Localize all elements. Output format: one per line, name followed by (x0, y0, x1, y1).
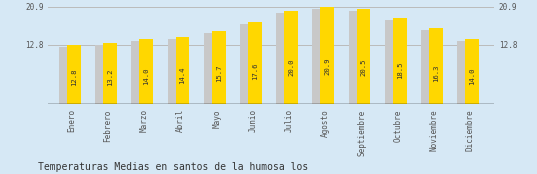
Bar (103, 43, 117, 104)
Bar (204, 33, 214, 104)
Text: 13.2: 13.2 (107, 68, 113, 86)
Text: 20.9: 20.9 (324, 58, 330, 75)
Text: 16.3: 16.3 (433, 64, 439, 82)
Text: 20.5: 20.5 (360, 58, 367, 76)
Bar (212, 31, 226, 104)
Text: 20.0: 20.0 (288, 59, 294, 76)
Text: 14.0: 14.0 (143, 67, 149, 85)
Bar (321, 7, 334, 104)
Bar (421, 30, 431, 104)
Bar (59, 47, 69, 104)
Bar (357, 9, 371, 104)
Bar (132, 41, 141, 104)
Bar (95, 45, 105, 104)
Text: Temperaturas Medias en santos de la humosa los: Temperaturas Medias en santos de la humo… (38, 162, 308, 172)
Text: 14.0: 14.0 (469, 67, 475, 85)
Bar (139, 39, 153, 104)
Bar (276, 13, 286, 104)
Bar (313, 9, 323, 104)
Bar (240, 24, 250, 104)
Bar (67, 45, 81, 104)
Text: 14.4: 14.4 (179, 67, 185, 84)
Text: 18.5: 18.5 (397, 61, 403, 78)
Bar (248, 22, 262, 104)
Bar (429, 28, 443, 104)
Bar (393, 18, 407, 104)
Text: 12.8: 12.8 (71, 69, 77, 86)
Bar (349, 11, 359, 104)
Text: 15.7: 15.7 (216, 65, 222, 82)
Bar (458, 41, 468, 104)
Bar (284, 11, 298, 104)
Bar (466, 39, 479, 104)
Bar (168, 39, 178, 104)
Bar (176, 37, 189, 104)
Bar (385, 20, 395, 104)
Text: 17.6: 17.6 (252, 62, 258, 80)
